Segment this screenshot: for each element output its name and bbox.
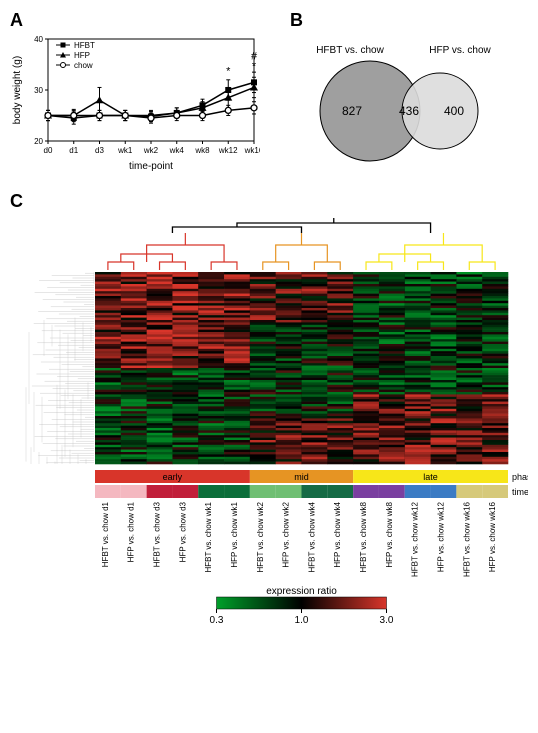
- svg-text:30: 30: [34, 86, 43, 95]
- svg-text:phase: phase: [512, 472, 528, 482]
- panel-b: B HFBT vs. chow HFP vs. chow 827 436 400: [290, 10, 518, 176]
- svg-text:time-point: time-point: [129, 161, 173, 171]
- svg-text:HFP vs. chow wk12: HFP vs. chow wk12: [436, 501, 445, 572]
- svg-text:20: 20: [34, 137, 43, 146]
- svg-text:HFP vs. chow d1: HFP vs. chow d1: [127, 501, 136, 562]
- svg-text:HFBT vs. chow d1: HFBT vs. chow d1: [101, 501, 110, 567]
- svg-text:HFBT vs. chow wk2: HFBT vs. chow wk2: [256, 501, 265, 572]
- svg-text:wk1: wk1: [117, 146, 133, 155]
- svg-text:d1: d1: [69, 146, 78, 155]
- svg-text:body weight (g): body weight (g): [12, 56, 23, 124]
- svg-text:827: 827: [342, 104, 362, 118]
- line-chart: 20 30 40 d0 d1 d3 wk1 wk2 wk4 wk8 wk12 wk16 time-poi…: [10, 31, 260, 171]
- svg-text:wk16: wk16: [244, 146, 260, 155]
- svg-text:3.0: 3.0: [380, 615, 394, 626]
- svg-text:HFP: HFP: [74, 51, 90, 60]
- svg-text:0.3: 0.3: [210, 615, 224, 626]
- svg-text:40: 40: [34, 35, 43, 44]
- svg-text:HFBT: HFBT: [74, 41, 95, 50]
- svg-text:HFP vs. chow wk2: HFP vs. chow wk2: [282, 501, 291, 567]
- svg-text:HFBT vs. chow wk16: HFBT vs. chow wk16: [462, 501, 471, 577]
- svg-text:mid: mid: [294, 472, 309, 482]
- svg-text:HFP vs. chow: HFP vs. chow: [429, 45, 491, 56]
- svg-text:expression ratio: expression ratio: [266, 586, 337, 597]
- svg-text:chow: chow: [74, 61, 93, 70]
- svg-text:400: 400: [444, 104, 464, 118]
- panel-b-label: B: [290, 10, 303, 30]
- svg-text:HFP vs. chow wk8: HFP vs. chow wk8: [385, 501, 394, 567]
- svg-text:436: 436: [399, 104, 419, 118]
- svg-text:HFP vs. chow wk1: HFP vs. chow wk1: [230, 501, 239, 567]
- svg-text:wk8: wk8: [194, 146, 210, 155]
- heatmap: early mid late phase time point HFBT vs. chow…: [10, 212, 528, 629]
- svg-text:HFBT vs. chow d3: HFBT vs. chow d3: [153, 501, 162, 567]
- svg-text:HFBT vs. chow wk1: HFBT vs. chow wk1: [204, 501, 213, 572]
- panel-a: A 20 30 40 d0 d1 d3 wk1 wk2 wk4 wk8 wk12 wk16 time-p…: [10, 10, 270, 176]
- panel-a-label: A: [10, 10, 23, 30]
- venn-diagram: HFBT vs. chow HFP vs. chow 827 436 400: [290, 31, 518, 171]
- svg-text:wk12: wk12: [218, 146, 238, 155]
- svg-text:early: early: [163, 472, 183, 482]
- svg-text:HFP vs. chow wk4: HFP vs. chow wk4: [333, 501, 342, 567]
- svg-text:HFBT vs. chow wk4: HFBT vs. chow wk4: [307, 501, 316, 572]
- svg-text:wk2: wk2: [143, 146, 159, 155]
- svg-text:HFBT vs. chow wk8: HFBT vs. chow wk8: [359, 501, 368, 572]
- svg-text:#: #: [251, 50, 258, 62]
- svg-text:time point: time point: [512, 487, 528, 497]
- svg-text:HFP vs. chow d3: HFP vs. chow d3: [178, 501, 187, 562]
- svg-text:d0: d0: [44, 146, 53, 155]
- panel-c: C early mid late phase time point HFBT vs. ch…: [10, 191, 528, 634]
- svg-text:HFP vs. chow wk16: HFP vs. chow wk16: [488, 501, 497, 572]
- svg-text:HFBT vs. chow wk12: HFBT vs. chow wk12: [411, 501, 420, 577]
- svg-text:1.0: 1.0: [295, 615, 309, 626]
- svg-text:*: *: [226, 66, 231, 78]
- svg-text:HFBT vs. chow: HFBT vs. chow: [316, 45, 384, 56]
- svg-text:late: late: [423, 472, 438, 482]
- panel-c-label: C: [10, 191, 23, 211]
- figure: A 20 30 40 d0 d1 d3 wk1 wk2 wk4 wk8 wk12 wk16 time-p…: [10, 10, 528, 634]
- svg-text:wk4: wk4: [169, 146, 185, 155]
- svg-text:d3: d3: [95, 146, 104, 155]
